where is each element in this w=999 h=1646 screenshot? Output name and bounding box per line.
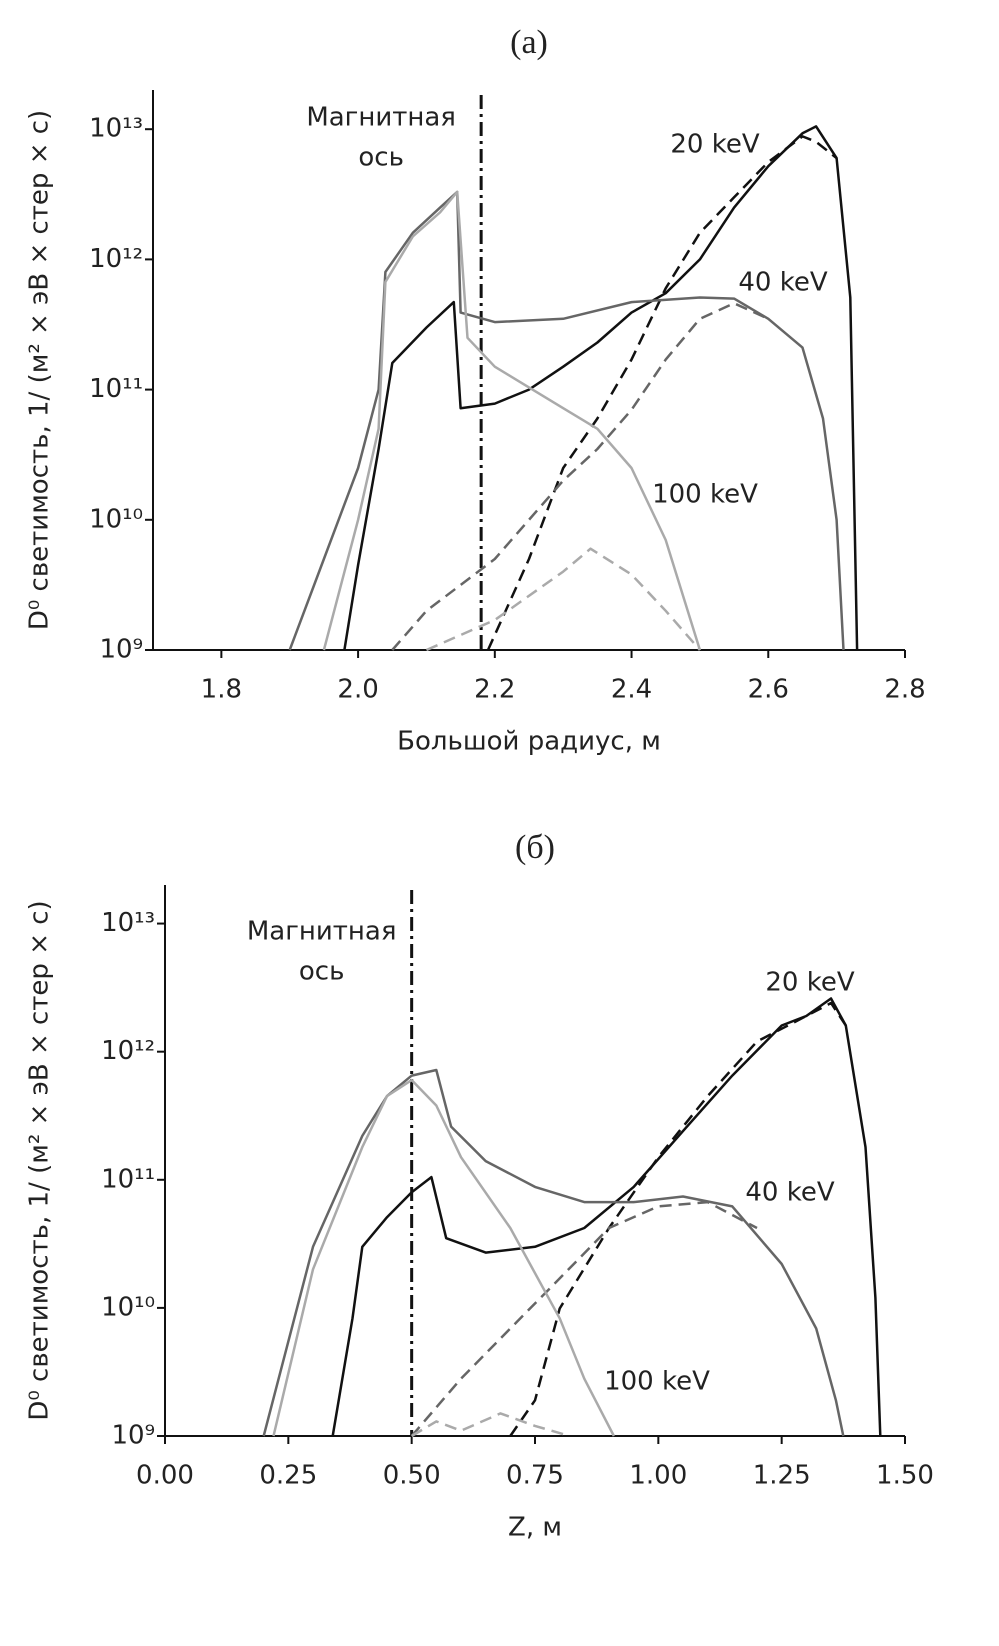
annotation: ось	[299, 957, 345, 987]
series-line	[410, 1200, 758, 1437]
y-tick-label: 10⁹	[111, 1421, 155, 1451]
series-label: 20 keV	[670, 130, 759, 160]
x-tick-label: 2.0	[337, 675, 378, 705]
y-axis-label: D⁰ светимость, 1/ (м² × эВ × стер × с)	[25, 110, 55, 630]
series-line	[509, 1001, 847, 1437]
series-line	[411, 1412, 570, 1438]
y-tick-label: 10¹²	[89, 244, 143, 274]
panel-title: (a)	[510, 24, 548, 61]
annotation: ось	[358, 143, 404, 173]
series-line	[262, 1068, 845, 1437]
x-axis-label: Z, м	[508, 1513, 562, 1543]
x-tick-label: 1.50	[876, 1461, 934, 1491]
series-line	[288, 190, 845, 651]
annotation: Магнитная	[306, 103, 456, 133]
x-tick-label: 0.50	[383, 1461, 441, 1491]
y-tick-label: 10¹⁰	[89, 504, 143, 534]
series-line	[322, 190, 702, 651]
x-tick-label: 1.25	[753, 1461, 811, 1491]
y-tick-label: 10¹¹	[89, 374, 143, 404]
series-label: 20 keV	[765, 968, 854, 998]
x-tick-label: 0.75	[506, 1461, 564, 1491]
annotation: Магнитная	[247, 917, 397, 947]
series-label: 100 keV	[604, 1367, 710, 1397]
y-tick-label: 10¹²	[101, 1036, 155, 1066]
y-tick-label: 10¹⁰	[101, 1292, 155, 1322]
series-line	[343, 125, 859, 651]
y-tick-label: 10¹³	[89, 114, 143, 144]
x-tick-label: 2.8	[884, 675, 925, 705]
x-tick-label: 2.6	[748, 675, 789, 705]
series-line	[272, 1078, 616, 1437]
panel-title: (б)	[515, 829, 555, 866]
x-tick-label: 2.2	[474, 675, 515, 705]
series-label: 40 keV	[738, 268, 827, 298]
x-axis-label: Большой радиус, м	[397, 727, 661, 757]
y-axis-label: D⁰ светимость, 1/ (м² × эВ × стер × с)	[25, 900, 55, 1420]
x-tick-label: 0.00	[136, 1461, 194, 1491]
y-tick-label: 10¹³	[101, 908, 155, 938]
x-tick-label: 1.00	[629, 1461, 687, 1491]
x-tick-label: 1.8	[201, 675, 242, 705]
y-tick-label: 10¹¹	[101, 1164, 155, 1194]
series-line	[425, 547, 701, 652]
x-tick-label: 2.4	[611, 675, 652, 705]
series-line	[391, 302, 769, 651]
y-tick-label: 10⁹	[99, 635, 143, 665]
x-tick-label: 0.25	[259, 1461, 317, 1491]
series-label: 100 keV	[652, 480, 758, 510]
series-label: 40 keV	[745, 1178, 834, 1208]
series-line	[486, 135, 838, 651]
